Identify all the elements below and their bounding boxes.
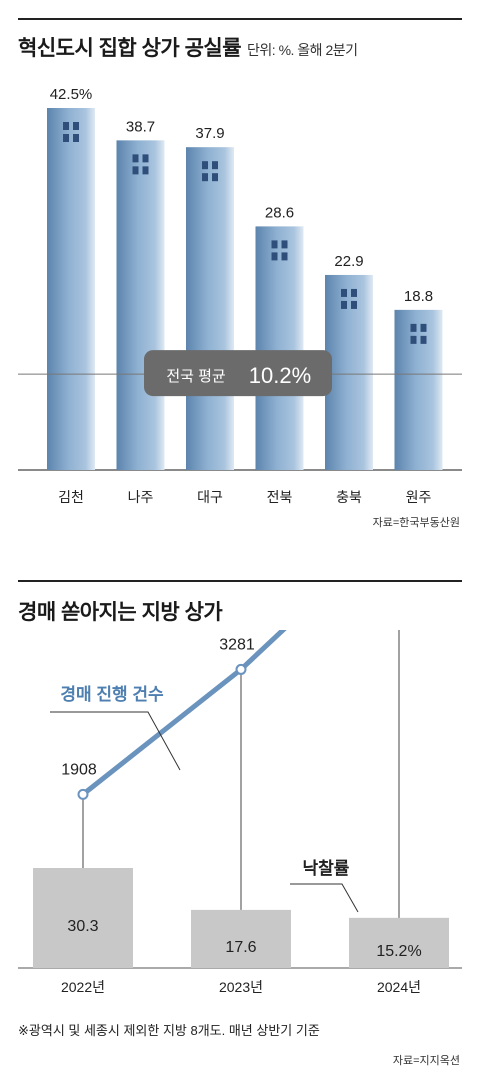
category-label: 김천 [58,489,84,505]
bar [325,274,373,470]
window-icon [132,166,139,175]
chart1-title: 혁신도시 집합 상가 공실률 단위: %. 올해 2분기 [18,32,358,62]
window-icon [212,161,218,170]
bar-value-label: 28.6 [265,204,294,221]
category-label: 나주 [128,489,154,505]
line-point [77,788,89,800]
window-icon [212,173,218,182]
window-icon [420,323,427,332]
rate-bar [33,868,133,968]
bar-series-leader [290,883,359,913]
line-series-leader [50,711,181,771]
reference-label: 전국 평균 [166,368,226,385]
top-rule [18,18,462,20]
window-icon [271,252,278,261]
window-icon [73,134,79,142]
window-icon [63,134,69,142]
rate-bar-value: 15.2% [376,943,421,960]
window-icon [281,252,288,261]
bar-series-label: 낙찰률 [303,859,350,878]
chart2-title: 경매 쏟아지는 지방 상가 [18,601,223,624]
rate-bar [349,917,449,968]
chart1-title-text: 혁신도시 집합 상가 공실률 [18,37,242,60]
window-icon [410,335,417,344]
reference-badge [144,350,332,397]
line-series-label: 경매 진행 건수 [60,685,164,704]
year-label: 2023년 [219,979,263,995]
window-icon [281,240,288,249]
chart1-svg: 42.5% 김천 38.7 나주 37.9 대구 28.6 전북 22.9 충북 18.8 원주 전국 … [18,86,462,505]
line-value-label: 3281 [219,636,255,653]
bar-value-label: 42.5% [50,86,93,103]
window-icon [142,154,149,163]
bar-value-label: 22.9 [334,253,363,270]
line-point [235,663,247,675]
bar [255,226,304,470]
window-icon [341,300,347,309]
rate-bar-value: 30.3 [67,918,98,935]
bar [394,309,443,470]
window-icon [271,240,278,249]
window-icon [351,288,357,297]
bar-value-label: 18.8 [404,288,433,305]
window-icon [420,335,427,344]
reference-value: 10.2% [249,363,311,388]
window-icon [202,173,208,182]
category-label: 원주 [406,489,432,505]
bar-value-label: 38.7 [126,118,155,135]
chart2-source: 자료=지지옥션 [392,1055,460,1067]
category-label: 충북 [336,489,362,505]
category-label: 대구 [197,489,223,505]
chart2-svg: 30.32022년17.62023년15.2%2024년190832814910… [18,630,462,995]
year-label: 2022년 [61,979,105,995]
bar [47,108,95,470]
window-icon [410,323,417,332]
bar-value-label: 37.9 [195,125,224,142]
year-label: 2024년 [377,979,421,995]
category-label: 전북 [267,489,293,505]
bar [186,147,234,470]
rate-bar-value: 17.6 [225,939,256,956]
window-icon [202,161,208,170]
window-icon [132,154,139,163]
window-icon [63,122,69,130]
chart1-source: 자료=한국부동산원 [372,517,460,529]
window-icon [142,166,149,175]
window-icon [341,288,347,297]
bar [116,140,165,470]
middle-rule [18,580,462,582]
window-icon [73,122,79,130]
footnote: ※광역시 및 세종시 제외한 지방 8개도. 매년 상반기 기준 [18,1023,320,1038]
rate-bar [191,909,291,968]
line-value-label: 1908 [61,761,97,778]
window-icon [351,300,357,309]
chart1-subtitle: 단위: %. 올해 2분기 [247,42,358,58]
